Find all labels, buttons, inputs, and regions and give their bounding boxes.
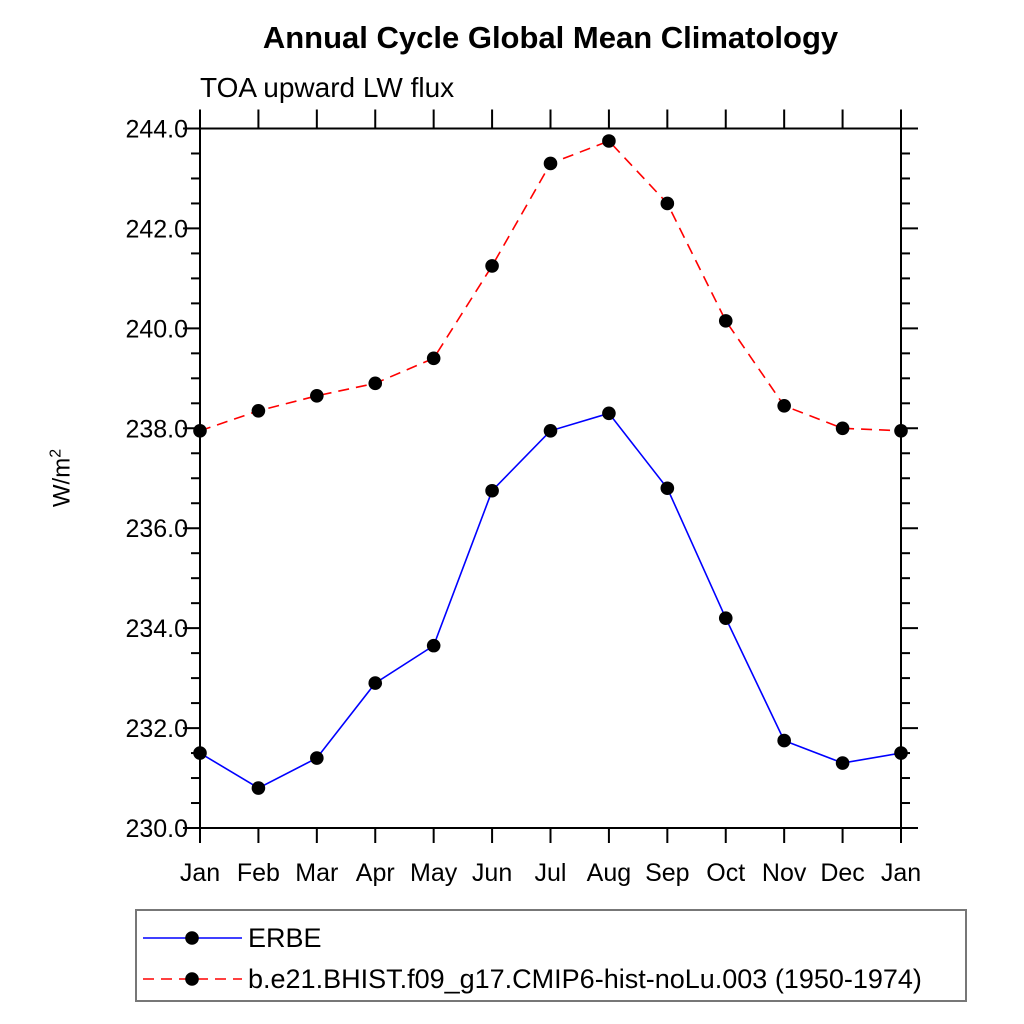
legend-entry-model: b.e21.BHIST.f09_g17.CMIP6-hist-noLu.003 … xyxy=(140,963,922,994)
data-point xyxy=(193,423,207,438)
data-point xyxy=(602,134,616,148)
x-tick-label: Aug xyxy=(587,859,631,887)
data-point xyxy=(485,259,499,273)
x-tick-label: Jan xyxy=(180,859,220,887)
data-point xyxy=(485,483,499,498)
x-tick-label: Mar xyxy=(295,859,338,887)
y-tick-label: 244.0 xyxy=(125,116,188,144)
x-tick-label: Dec xyxy=(820,859,864,887)
data-point xyxy=(835,756,850,770)
data-point xyxy=(251,781,266,795)
x-tick-label: Feb xyxy=(237,859,280,887)
erbe-line-marker-icon xyxy=(143,931,242,945)
y-tick-label: 236.0 xyxy=(125,515,188,543)
data-point xyxy=(660,481,675,496)
x-tick-label: Jan xyxy=(881,859,921,887)
legend-box: ERBE b.e21.BHIST.f09_g17.CMIP6-hist-noLu… xyxy=(135,909,967,1002)
data-point xyxy=(602,406,616,421)
model-dashed-line-marker-icon xyxy=(143,972,242,986)
legend-entry-erbe: ERBE xyxy=(140,922,322,953)
legend-label-model: b.e21.BHIST.f09_g17.CMIP6-hist-noLu.003 … xyxy=(248,963,922,994)
x-tick-label: Oct xyxy=(706,859,745,887)
data-point xyxy=(426,351,441,366)
y-tick-label: 242.0 xyxy=(125,215,188,243)
data-point xyxy=(368,376,383,391)
model-series-line xyxy=(199,140,902,432)
data-point xyxy=(894,423,908,438)
y-tick-label: 238.0 xyxy=(125,415,188,443)
plot-frame xyxy=(199,127,902,829)
legend-label-erbe: ERBE xyxy=(248,922,322,953)
data-point xyxy=(718,314,733,328)
chart-subtitle: TOA upward LW flux xyxy=(200,72,455,103)
data-point xyxy=(718,611,733,625)
y-tick-label: 232.0 xyxy=(125,715,188,743)
data-point xyxy=(543,156,558,171)
y-tick-label: 240.0 xyxy=(125,315,188,343)
data-point xyxy=(777,399,791,413)
erbe-series-line xyxy=(199,412,902,789)
data-point xyxy=(310,389,324,403)
x-tick-label: Nov xyxy=(762,859,807,887)
x-tick-label: Jun xyxy=(472,859,512,887)
data-point xyxy=(777,733,791,748)
chart-title: Annual Cycle Global Mean Climatology xyxy=(262,20,839,55)
y-tick-label: 234.0 xyxy=(125,615,188,643)
data-point xyxy=(660,196,675,211)
data-point xyxy=(310,751,324,765)
x-tick-label: Jul xyxy=(535,859,567,887)
data-point xyxy=(193,746,207,760)
data-point xyxy=(426,638,441,653)
x-tick-label: Sep xyxy=(645,859,689,887)
y-tick-label: 230.0 xyxy=(125,815,188,843)
data-point xyxy=(543,423,558,438)
x-tick-label: Apr xyxy=(356,859,395,887)
data-point xyxy=(835,421,850,436)
data-point xyxy=(368,676,383,690)
data-point xyxy=(251,403,266,418)
data-point xyxy=(894,746,908,760)
x-tick-label: May xyxy=(410,859,458,887)
